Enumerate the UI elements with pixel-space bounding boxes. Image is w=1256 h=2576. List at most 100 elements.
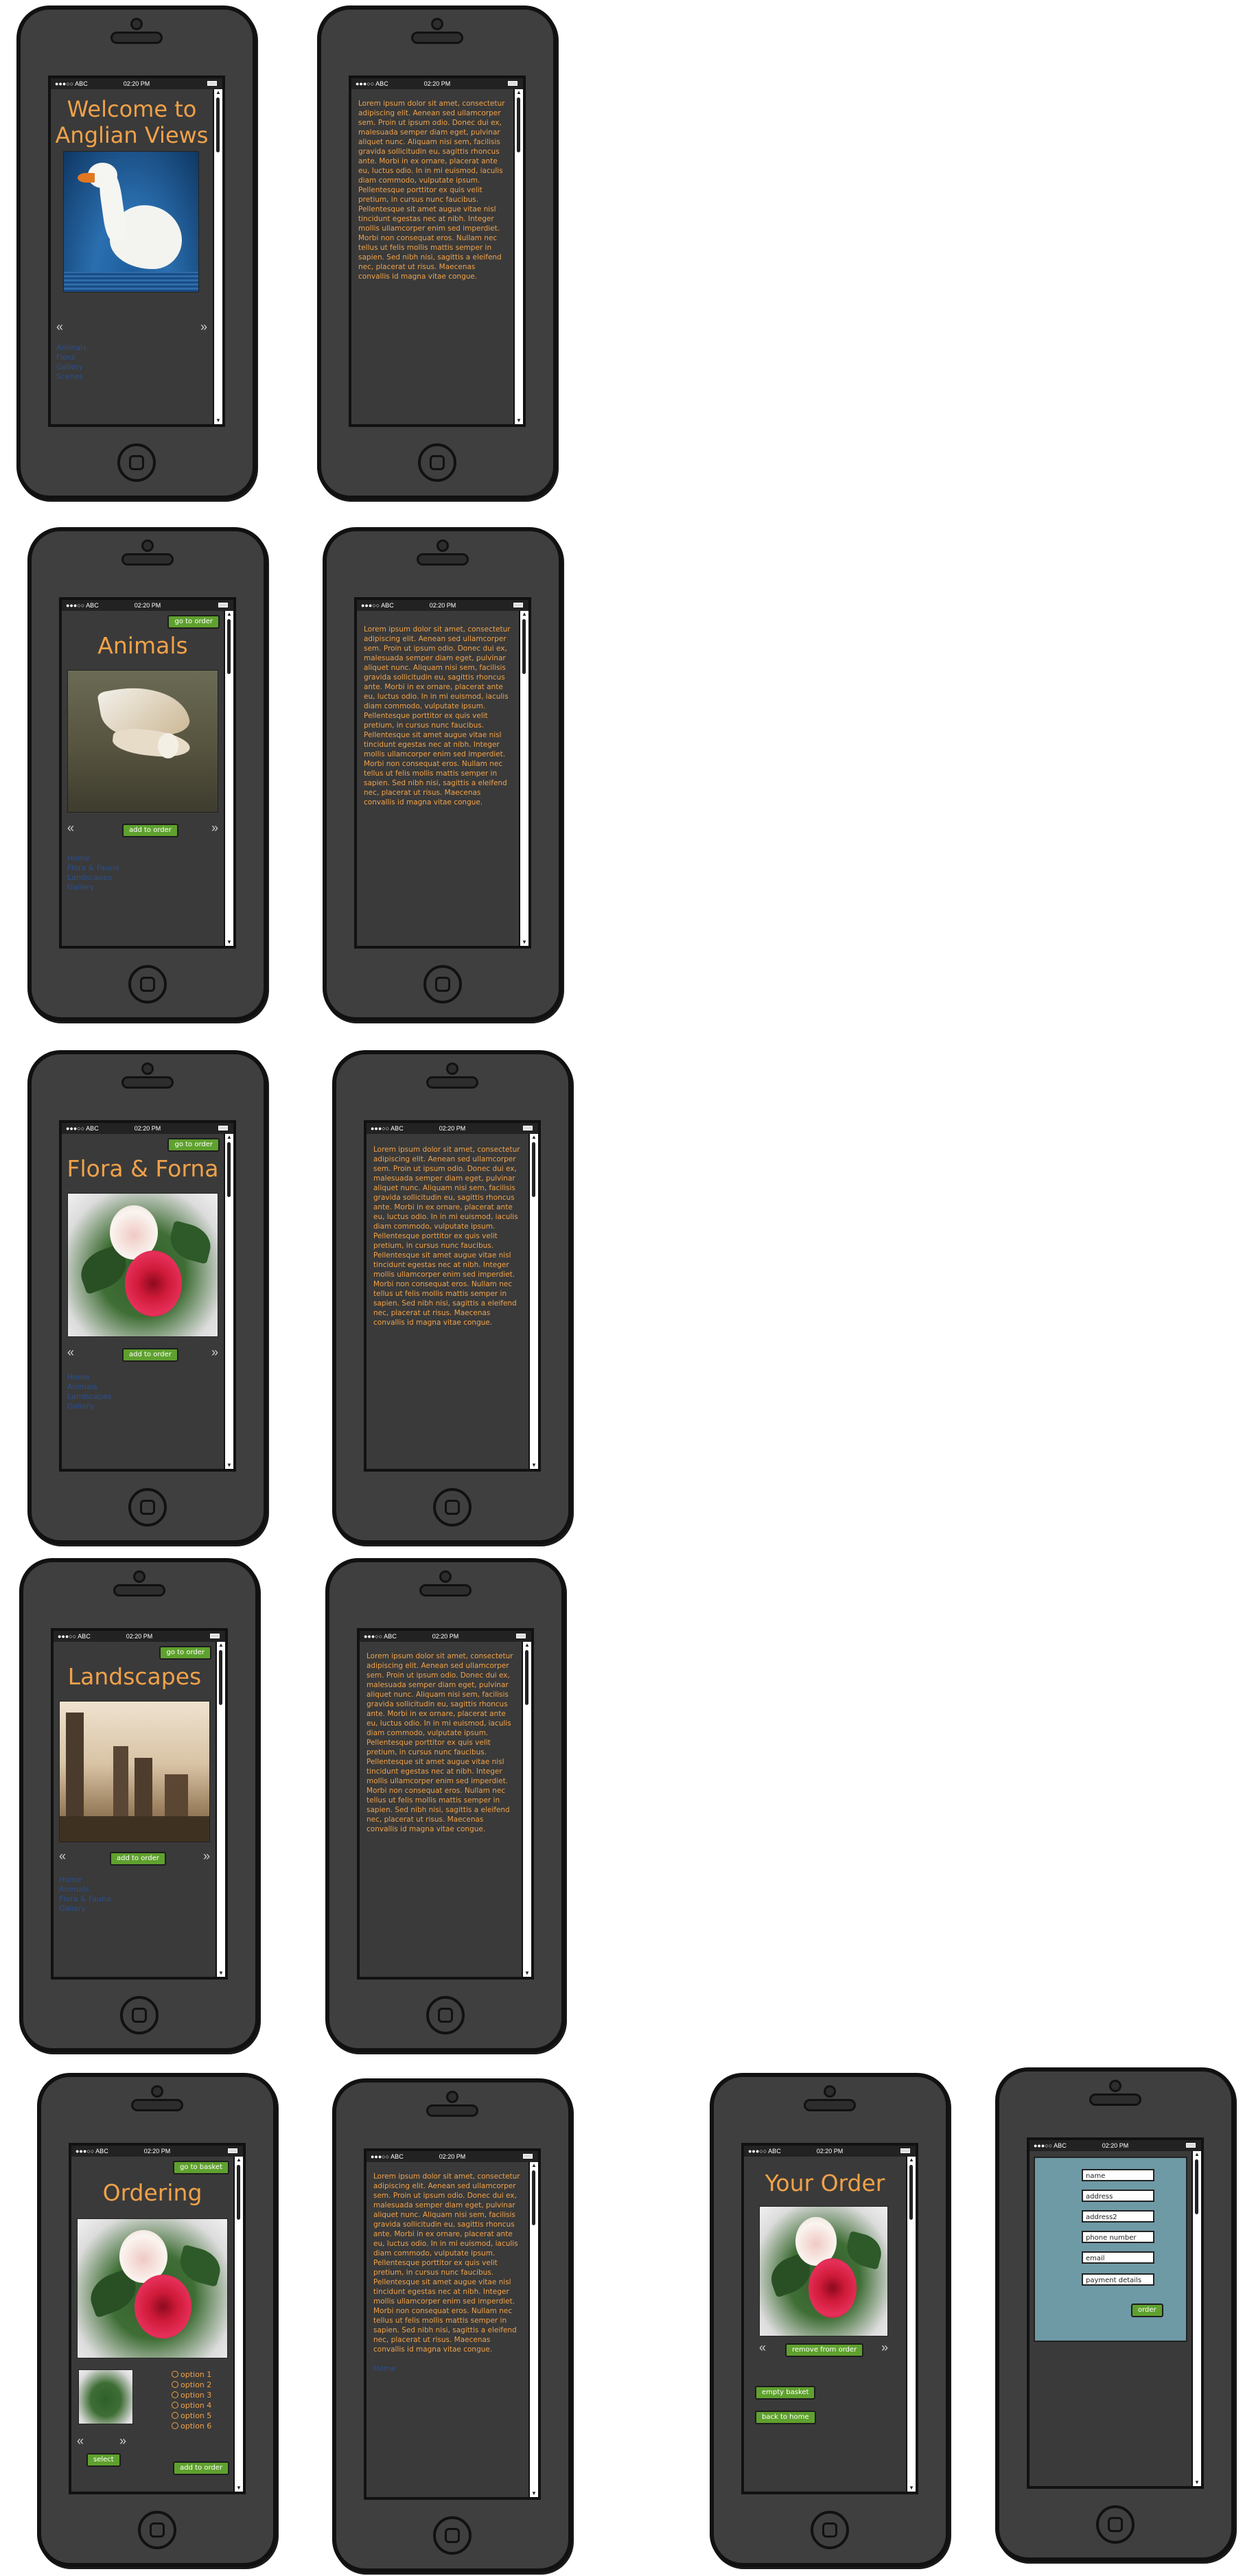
add-to-order-button[interactable]: add to order (110, 1852, 166, 1866)
option-radio[interactable]: option 3 (172, 2390, 211, 2400)
scrollbar[interactable]: ▲ ▼ (528, 1134, 538, 1469)
nav-link[interactable]: Landscapes (67, 873, 112, 882)
scrollbar[interactable]: ▲ ▼ (213, 89, 222, 424)
nav-link[interactable]: Flora (56, 353, 75, 362)
home-button[interactable] (811, 2511, 849, 2549)
email-field[interactable]: email (1082, 2251, 1154, 2264)
nav-link[interactable]: Gallery (67, 883, 95, 892)
next-arrow-icon[interactable]: » (881, 2341, 888, 2354)
scrollbar[interactable]: ▲ ▼ (528, 2162, 538, 2497)
back-to-home-button[interactable]: back to home (755, 2411, 816, 2424)
scrollbar[interactable]: ▲ ▼ (224, 1134, 233, 1469)
name-field[interactable]: name (1082, 2169, 1154, 2181)
phone-number-field[interactable]: phone number (1082, 2231, 1154, 2243)
front-camera (133, 1570, 146, 1583)
battery-icon (513, 603, 523, 607)
clock: 02:20 PM (143, 2148, 171, 2155)
prev-arrow-icon[interactable]: « (759, 2341, 767, 2354)
option-radio[interactable]: option 4 (172, 2400, 211, 2411)
add-to-order-button[interactable]: add to order (173, 2461, 229, 2475)
next-arrow-icon[interactable]: » (211, 1345, 218, 1359)
scrollbar[interactable]: ▲ ▼ (513, 89, 523, 424)
home-button[interactable] (418, 443, 456, 482)
nav-link[interactable]: Landscapes (67, 1392, 112, 1401)
nav-link[interactable]: Flora & Fauna (59, 1894, 111, 1903)
screen-ordering-text: ●●●○○ ABC 02:20 PM Lorem ipsum dolor sit… (364, 2148, 541, 2500)
option-radio[interactable]: option 1 (172, 2369, 211, 2380)
nav-link[interactable]: Flora & Fauna (67, 863, 119, 872)
next-arrow-icon[interactable]: » (119, 2434, 126, 2448)
scrollbar[interactable]: ▲ ▼ (233, 2157, 243, 2492)
home-button[interactable] (1096, 2505, 1135, 2544)
nav-link[interactable]: Gallery (67, 1402, 95, 1411)
nav-link[interactable]: Gallery (56, 362, 84, 371)
payment-details-field[interactable]: payment details (1082, 2273, 1154, 2286)
battery-icon (218, 603, 228, 607)
nav-link[interactable]: Scenes (56, 372, 84, 381)
earpiece-speaker (121, 1076, 174, 1089)
screen-flora: ●●●○○ ABC 02:20 PM go to order Flora & F… (59, 1120, 236, 1472)
next-arrow-icon[interactable]: » (211, 821, 218, 835)
select-button[interactable]: select (86, 2453, 121, 2467)
nav-link[interactable]: Animals (56, 343, 86, 352)
phone-landscapes: ●●●○○ ABC 02:20 PM go to order Landscape… (19, 1558, 259, 2052)
page-title: Your Order (765, 2170, 885, 2196)
home-button[interactable] (128, 1488, 167, 1527)
prev-arrow-icon[interactable]: « (59, 1849, 67, 1863)
screen-animals: ●●●○○ ABC 02:20 PM go to order Animals «… (59, 597, 236, 949)
home-button[interactable] (423, 965, 462, 1003)
add-to-order-button[interactable]: add to order (122, 824, 178, 837)
prev-arrow-icon[interactable]: « (77, 2434, 84, 2448)
nav-link[interactable]: Home (373, 2364, 396, 2373)
remove-from-order-button[interactable]: remove from order (785, 2343, 864, 2357)
carrier-label: ●●●○○ ABC (58, 1633, 91, 1640)
next-arrow-icon[interactable]: » (202, 1849, 210, 1863)
nav-link[interactable]: Home (67, 1373, 90, 1382)
nav-link[interactable]: Animals (67, 1382, 97, 1391)
order-button[interactable]: order (1131, 2304, 1163, 2317)
home-button[interactable] (426, 1996, 465, 2034)
prev-arrow-icon[interactable]: « (67, 1345, 75, 1359)
scrollbar[interactable]: ▲ ▼ (216, 1642, 225, 1977)
scrollbar[interactable]: ▲ ▼ (1191, 2151, 1201, 2486)
scrollbar[interactable]: ▲ ▼ (522, 1642, 531, 1977)
option-radio[interactable]: option 2 (172, 2380, 211, 2390)
go-to-order-button[interactable]: go to order (167, 1138, 220, 1152)
address2-field[interactable]: address2 (1082, 2210, 1154, 2223)
clock: 02:20 PM (439, 2153, 466, 2160)
nav-link[interactable]: Home (59, 1875, 82, 1884)
empty-basket-button[interactable]: empty basket (755, 2386, 816, 2400)
home-button[interactable] (117, 443, 156, 482)
body-text: Lorem ipsum dolor sit amet, consectetur … (373, 1146, 520, 1327)
next-arrow-icon[interactable]: » (200, 320, 207, 334)
nav-link[interactable]: Home (67, 854, 90, 863)
thumbnail-photo[interactable] (78, 2369, 133, 2424)
carrier-label: ●●●○○ ABC (371, 2153, 404, 2160)
home-button[interactable] (433, 2516, 472, 2555)
option-radio[interactable]: option 5 (172, 2411, 211, 2421)
prev-arrow-icon[interactable]: « (67, 821, 75, 835)
scrollbar[interactable]: ▲ ▼ (519, 611, 528, 946)
add-to-order-button[interactable]: add to order (122, 1348, 178, 1362)
option-radio[interactable]: option 6 (172, 2421, 211, 2431)
status-bar: ●●●○○ ABC 02:20 PM (54, 1631, 225, 1642)
battery-icon (523, 1126, 533, 1130)
clock: 02:20 PM (1102, 2142, 1129, 2149)
go-to-order-button[interactable]: go to order (167, 615, 220, 629)
prev-arrow-icon[interactable]: « (56, 320, 64, 334)
home-button[interactable] (138, 2511, 176, 2549)
home-button[interactable] (433, 1488, 472, 1527)
nav-links: Home (373, 2364, 395, 2374)
go-to-basket-button[interactable]: go to basket (172, 2161, 229, 2174)
nav-link[interactable]: Gallery (59, 1904, 86, 1913)
home-button[interactable] (120, 1996, 159, 2034)
address-field[interactable]: address (1082, 2190, 1154, 2202)
swan-photo (63, 151, 199, 292)
carrier-label: ●●●○○ ABC (1034, 2142, 1067, 2149)
scrollbar[interactable]: ▲ ▼ (906, 2157, 916, 2492)
page-title: Ordering (102, 2179, 202, 2206)
go-to-order-button[interactable]: go to order (159, 1646, 211, 1660)
scrollbar[interactable]: ▲ ▼ (224, 611, 233, 946)
home-button[interactable] (128, 965, 167, 1003)
nav-link[interactable]: Animals (59, 1885, 89, 1894)
